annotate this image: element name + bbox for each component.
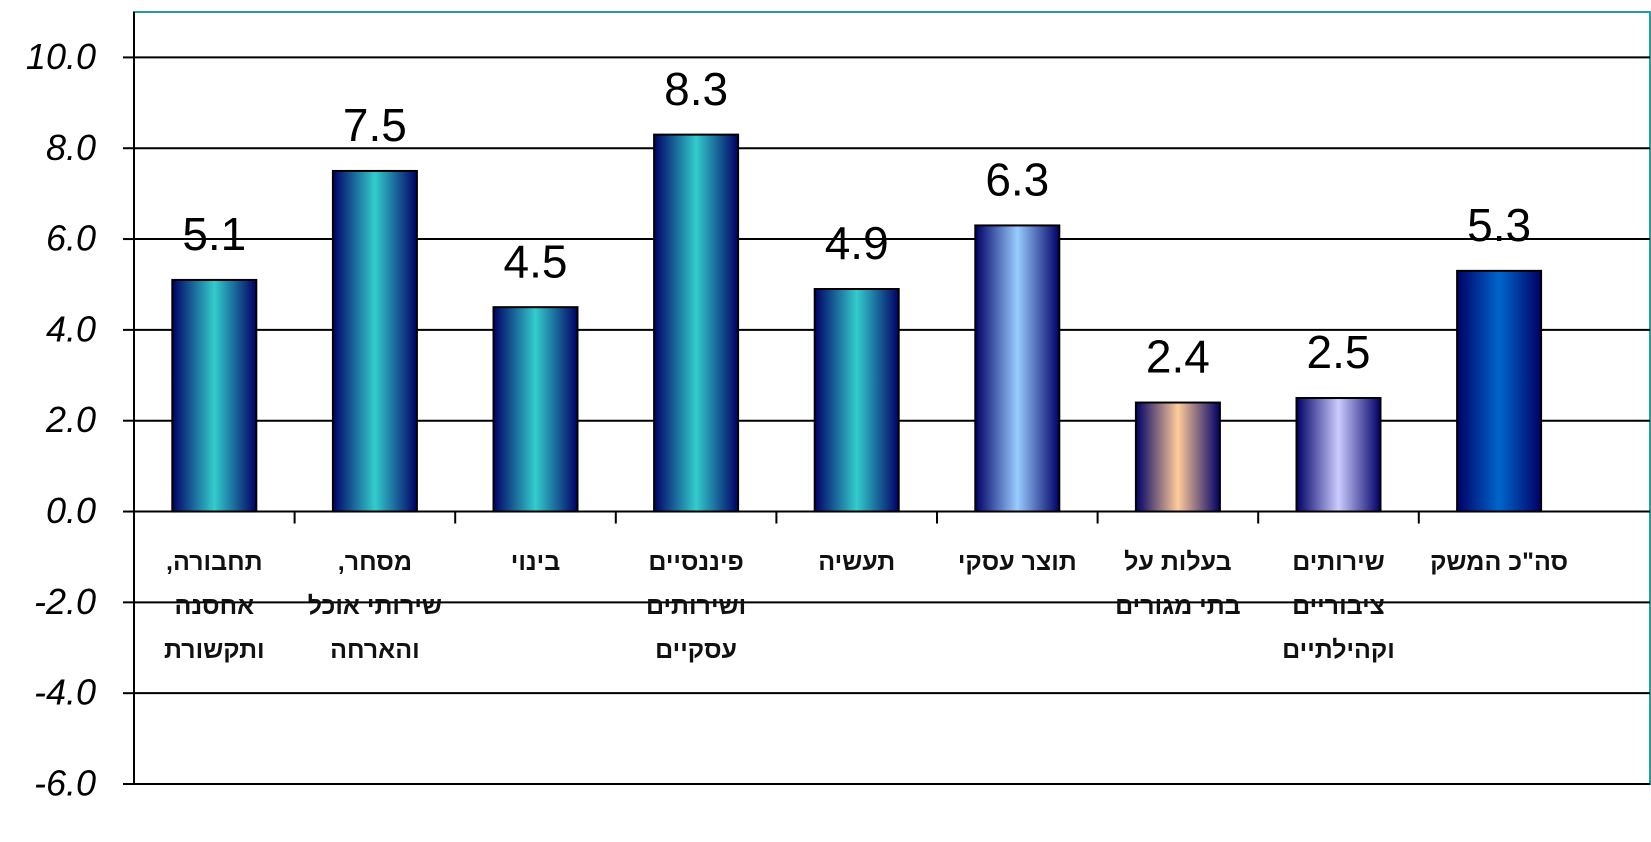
value-label: 5.3 <box>1467 199 1531 251</box>
x-tick-label: תחבורה, אחסנה ותקשורת <box>163 548 265 664</box>
x-tick-label: מסחר, שירותי אוכל והארחה <box>307 548 443 664</box>
value-label: 6.3 <box>985 154 1049 206</box>
bar <box>1456 269 1543 513</box>
y-tick-label: -6.0 <box>34 763 96 804</box>
value-label: 7.5 <box>343 99 407 151</box>
x-tick-label: תעשיה <box>818 548 896 576</box>
y-tick-label: 8.0 <box>46 127 96 168</box>
x-tick-label: תוצר עסקי <box>957 548 1077 576</box>
bar <box>171 278 258 513</box>
y-tick-label: 2.0 <box>45 399 96 440</box>
y-tick-label: 6.0 <box>46 218 96 259</box>
x-tick-label: שירותים ציבוריים וקהילתיים <box>1282 548 1395 664</box>
bar <box>974 224 1061 513</box>
y-tick-label: -4.0 <box>34 672 96 713</box>
value-label: 2.5 <box>1307 326 1371 378</box>
value-label: 2.4 <box>1146 331 1210 383</box>
y-tick-label: 4.0 <box>46 308 96 349</box>
y-tick-label: 10.0 <box>26 36 96 77</box>
bar <box>331 169 418 513</box>
bar <box>1295 397 1382 513</box>
value-label: 5.1 <box>182 208 246 260</box>
x-tick-label: בעלות על בתי מגורים <box>1115 548 1241 620</box>
bar <box>813 288 900 513</box>
value-label: 4.9 <box>825 217 889 269</box>
bar <box>1134 401 1221 513</box>
bar <box>653 133 740 513</box>
y-tick-label: -2.0 <box>34 581 96 622</box>
x-tick-label: סה"כ המשק <box>1430 548 1569 576</box>
x-tick-label: בינוי <box>510 548 561 576</box>
x-tick-label: פיננסיים ושירותים עסקיים <box>646 548 747 664</box>
value-label: 8.3 <box>664 63 728 115</box>
bar <box>492 306 579 513</box>
value-label: 4.5 <box>504 235 568 287</box>
y-tick-label: 0.0 <box>46 490 96 531</box>
